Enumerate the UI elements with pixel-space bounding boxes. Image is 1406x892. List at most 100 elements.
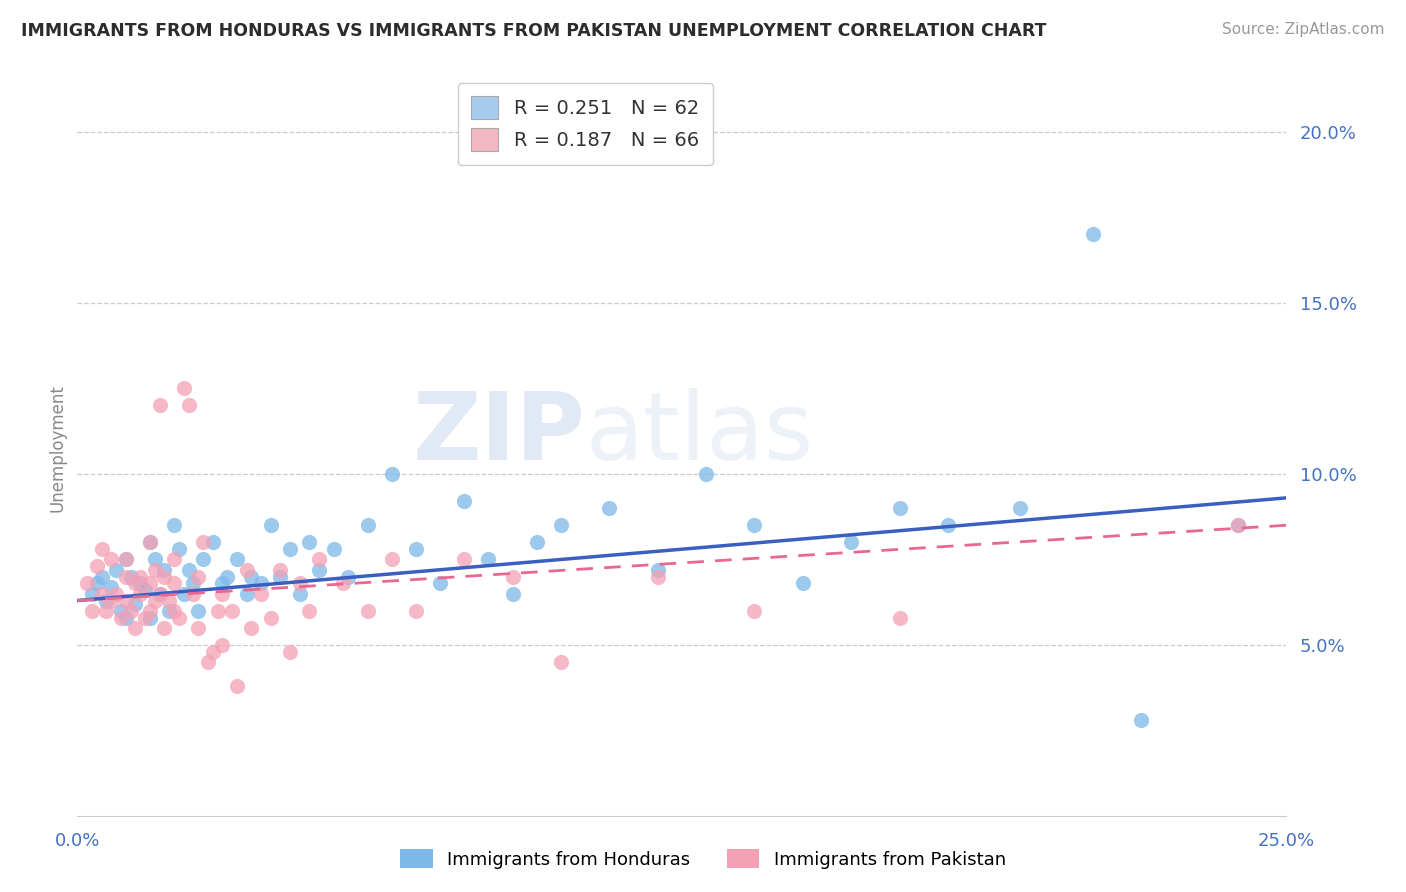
Point <box>839 535 862 549</box>
Point <box>235 587 257 601</box>
Point <box>177 563 200 577</box>
Point <box>100 593 122 607</box>
Point <box>139 604 162 618</box>
Point <box>148 587 170 601</box>
Point <box>288 587 311 601</box>
Point <box>129 569 152 583</box>
Point <box>148 587 170 601</box>
Point <box>1227 518 1250 533</box>
Point <box>235 563 257 577</box>
Point <box>143 552 166 566</box>
Point <box>114 569 136 583</box>
Point <box>114 552 136 566</box>
Point <box>153 621 176 635</box>
Legend: Immigrants from Honduras, Immigrants from Pakistan: Immigrants from Honduras, Immigrants fro… <box>394 841 1012 876</box>
Point <box>250 587 273 601</box>
Point <box>197 655 219 669</box>
Point <box>298 604 321 618</box>
Point <box>550 655 572 669</box>
Point <box>278 645 301 659</box>
Point <box>90 587 112 601</box>
Point <box>405 542 427 557</box>
Point <box>744 604 766 618</box>
Point <box>211 587 233 601</box>
Y-axis label: Unemployment: Unemployment <box>48 384 66 512</box>
Point <box>167 610 190 624</box>
Point <box>598 501 620 516</box>
Point <box>173 587 195 601</box>
Point <box>110 604 132 618</box>
Point <box>129 576 152 591</box>
Point <box>90 569 112 583</box>
Point <box>550 518 572 533</box>
Point <box>502 569 524 583</box>
Point <box>889 610 911 624</box>
Point <box>100 580 122 594</box>
Point <box>100 552 122 566</box>
Point <box>86 576 108 591</box>
Point <box>936 518 959 533</box>
Point <box>110 610 132 624</box>
Text: IMMIGRANTS FROM HONDURAS VS IMMIGRANTS FROM PAKISTAN UNEMPLOYMENT CORRELATION CH: IMMIGRANTS FROM HONDURAS VS IMMIGRANTS F… <box>21 22 1046 40</box>
Point <box>260 610 283 624</box>
Point <box>183 576 205 591</box>
Point <box>183 587 205 601</box>
Point <box>90 542 112 557</box>
Point <box>322 542 344 557</box>
Point <box>124 597 146 611</box>
Point <box>405 604 427 618</box>
Point <box>429 576 451 591</box>
Point <box>163 518 186 533</box>
Point <box>526 535 548 549</box>
Point <box>221 604 243 618</box>
Point <box>211 576 233 591</box>
Point <box>356 518 378 533</box>
Text: Source: ZipAtlas.com: Source: ZipAtlas.com <box>1222 22 1385 37</box>
Point <box>453 552 475 566</box>
Point <box>120 569 142 583</box>
Point <box>76 576 98 591</box>
Point <box>226 552 249 566</box>
Point <box>278 542 301 557</box>
Point <box>80 587 103 601</box>
Point <box>792 576 814 591</box>
Point <box>207 604 229 618</box>
Point <box>240 621 263 635</box>
Point <box>105 587 128 601</box>
Point <box>381 552 404 566</box>
Point <box>134 583 156 598</box>
Point <box>163 552 186 566</box>
Point <box>105 563 128 577</box>
Point <box>1130 714 1153 728</box>
Point <box>647 569 669 583</box>
Point <box>114 593 136 607</box>
Point <box>124 576 146 591</box>
Point <box>143 563 166 577</box>
Point <box>269 569 291 583</box>
Point <box>308 563 330 577</box>
Point <box>173 381 195 395</box>
Point <box>120 604 142 618</box>
Point <box>163 604 186 618</box>
Point <box>332 576 354 591</box>
Point <box>157 593 180 607</box>
Point <box>308 552 330 566</box>
Point <box>124 621 146 635</box>
Point <box>129 587 152 601</box>
Point <box>889 501 911 516</box>
Point <box>288 576 311 591</box>
Point <box>86 559 108 574</box>
Point <box>139 535 162 549</box>
Point <box>163 576 186 591</box>
Point <box>143 593 166 607</box>
Point <box>240 569 263 583</box>
Point <box>453 494 475 508</box>
Point <box>96 604 118 618</box>
Point <box>1010 501 1032 516</box>
Point <box>187 569 209 583</box>
Text: ZIP: ZIP <box>412 387 585 480</box>
Point <box>477 552 499 566</box>
Point <box>298 535 321 549</box>
Point <box>250 576 273 591</box>
Point <box>217 569 239 583</box>
